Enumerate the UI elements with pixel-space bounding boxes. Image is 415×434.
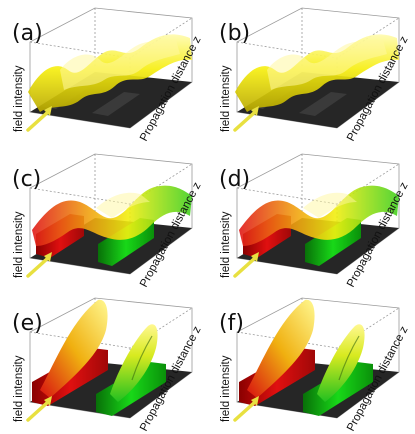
field-ridge-red bbox=[247, 299, 315, 398]
input-arrow bbox=[233, 400, 257, 422]
arrow-head-icon bbox=[44, 106, 52, 116]
arrow-head-icon bbox=[44, 252, 52, 262]
panel-label: (d) bbox=[219, 167, 250, 192]
y-axis-label: field intensity bbox=[220, 211, 232, 278]
field-ridge-red bbox=[40, 299, 108, 398]
panel-label: (c) bbox=[12, 167, 41, 192]
y-axis-label: field intensity bbox=[13, 211, 25, 278]
input-arrow bbox=[233, 110, 257, 132]
y-axis-label: field intensity bbox=[220, 65, 232, 132]
input-arrow bbox=[233, 256, 257, 278]
ridge-shadow bbox=[131, 335, 153, 381]
arrow-head-icon bbox=[251, 106, 259, 116]
arrow-head-icon bbox=[44, 396, 52, 406]
panel-d: (d)field intensity Propagation distance z bbox=[219, 153, 411, 289]
panel-a: (a)field intensity Propagation distance z bbox=[12, 7, 204, 143]
panel-label: (b) bbox=[219, 21, 250, 46]
input-arrow bbox=[26, 256, 50, 278]
field-ridge-green bbox=[110, 324, 158, 402]
panel-f: (f)field intensity Propagation distance z bbox=[219, 297, 411, 433]
substrate-floor bbox=[237, 72, 399, 128]
panel-label: (a) bbox=[12, 21, 43, 46]
input-arrow bbox=[26, 400, 50, 422]
field-surface bbox=[32, 185, 192, 246]
arrow-head-icon bbox=[251, 252, 259, 262]
field-highlight bbox=[96, 192, 150, 218]
arrow-head-icon bbox=[251, 396, 259, 406]
waveguide-right bbox=[299, 92, 347, 116]
field-highlight bbox=[303, 192, 357, 218]
field-ridge-green bbox=[317, 324, 365, 402]
panel-c: (c)field intensity Propagation distance z bbox=[12, 153, 204, 289]
panel-label: (f) bbox=[219, 311, 244, 336]
y-axis-label: field intensity bbox=[13, 65, 25, 132]
y-axis-label: field intensity bbox=[13, 355, 25, 422]
field-highlight bbox=[267, 40, 387, 90]
y-axis-label: field intensity bbox=[220, 355, 232, 422]
input-arrow bbox=[26, 110, 50, 132]
substrate-floor bbox=[30, 72, 192, 128]
field-highlight bbox=[60, 40, 180, 90]
panel-label: (e) bbox=[12, 311, 43, 336]
ridge-shadow bbox=[338, 335, 360, 381]
panel-e: (e)field intensity Propagation distance z bbox=[12, 297, 204, 433]
panel-b: (b)field intensity Propagation distance z bbox=[219, 7, 411, 143]
waveguide-right bbox=[92, 92, 140, 116]
field-surface bbox=[239, 185, 399, 246]
